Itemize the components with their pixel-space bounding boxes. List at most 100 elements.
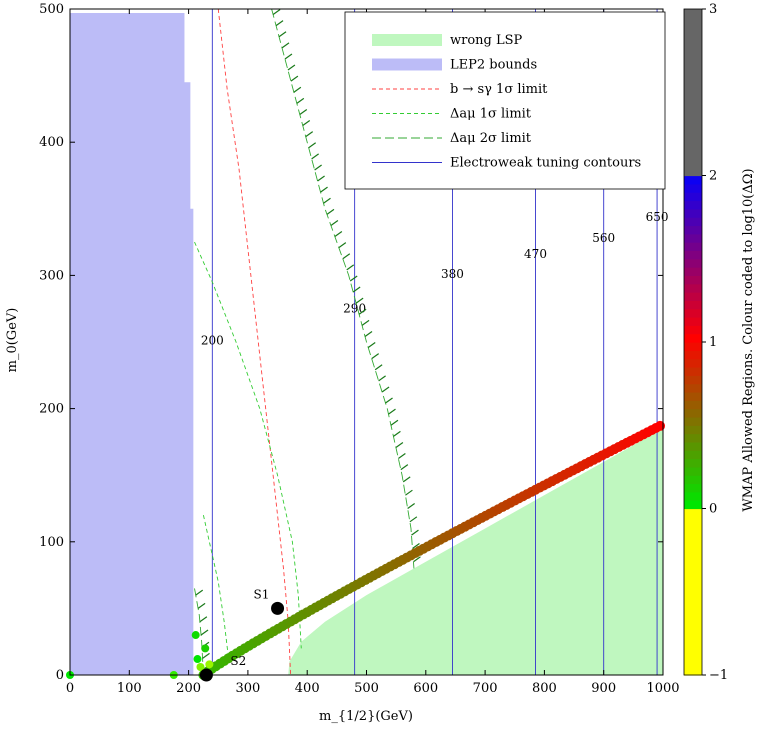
colorbar-tick-label: 1 xyxy=(709,335,717,350)
amu-2sigma-hatch xyxy=(381,386,390,393)
colorbar-segment xyxy=(684,83,702,93)
tuning-label-380: 380 xyxy=(441,267,464,281)
plot-area: 200 290 380 470 560 650 S1 S2 0 100 200 300 400 500 60… xyxy=(39,2,679,696)
colorbar-segment xyxy=(684,483,702,493)
amu-2sigma-hatch xyxy=(407,503,415,509)
amu-2sigma-hatch xyxy=(284,53,293,60)
colorbar-segment xyxy=(684,283,702,293)
x-axis-label: m_{1/2}(GeV) xyxy=(319,709,413,724)
colorbar-segment xyxy=(684,342,702,351)
colorbar-segment xyxy=(684,158,702,168)
tuning-label-560: 560 xyxy=(592,231,615,245)
amu-2sigma-hatch xyxy=(346,264,355,271)
benchmark-point-S1 xyxy=(271,601,285,615)
amu-2sigma-hatch xyxy=(195,589,204,596)
amu-2sigma-hatch xyxy=(296,97,305,104)
colorbar-segment xyxy=(684,25,702,35)
x-tick-label: 600 xyxy=(413,681,438,696)
wmap-point xyxy=(196,663,205,672)
wmap-point xyxy=(655,420,666,431)
y-tick-label: 0 xyxy=(56,668,64,683)
amu-2sigma-hatch xyxy=(402,476,411,483)
colorbar-segment xyxy=(684,358,702,368)
amu-2sigma-hatch xyxy=(367,342,376,349)
colorbar-segment xyxy=(684,317,702,326)
colorbar-segment xyxy=(684,533,702,543)
legend-label-3: Δaμ 1σ limit xyxy=(450,107,532,122)
amu-2sigma-hatch xyxy=(342,253,351,260)
colorbar-segment xyxy=(684,258,702,268)
colorbar-segment xyxy=(684,541,702,551)
x-tick-label: 500 xyxy=(354,681,379,696)
tuning-label-470: 470 xyxy=(524,247,547,261)
colorbar-segment xyxy=(684,583,702,593)
colorbar-segment xyxy=(684,525,702,535)
benchmark-label-S1: S1 xyxy=(254,587,270,601)
amu-2sigma-hatch xyxy=(395,441,404,448)
colorbar-segment xyxy=(684,292,702,301)
colorbar-segment xyxy=(684,175,702,185)
colorbar-label: WMAP Allowed Regions. Colour coded to lo… xyxy=(741,168,756,511)
colorbar-segment xyxy=(684,458,702,468)
colorbar-segment xyxy=(684,183,702,193)
colorbar-segment xyxy=(684,275,702,285)
colorbar-segment xyxy=(684,208,702,218)
legend-swatch-0 xyxy=(372,34,442,46)
colorbar-segment xyxy=(684,250,702,260)
colorbar-tick-label: −1 xyxy=(709,668,728,683)
amu-2sigma-hatch xyxy=(275,20,284,27)
amu-2sigma-hatch xyxy=(398,453,406,460)
amu-2sigma-hatch xyxy=(299,108,308,115)
amu-2sigma-hatch xyxy=(371,353,380,360)
colorbar-segment xyxy=(684,350,702,360)
colorbar-segment xyxy=(684,117,702,127)
colorbar-segment xyxy=(684,225,702,235)
x-tick-label: 0 xyxy=(66,681,74,696)
amu-2sigma-hatch xyxy=(412,542,420,549)
colorbar-segment xyxy=(684,75,702,85)
amu-2sigma-hatch xyxy=(388,408,396,415)
colorbar-segment xyxy=(684,566,702,576)
colorbar-segment xyxy=(684,125,702,135)
amu-2sigma-hatch xyxy=(385,397,393,404)
amu-2sigma-upper-line xyxy=(271,8,415,569)
tuning-label-200: 200 xyxy=(201,334,224,348)
y-tick-label: 500 xyxy=(39,2,64,17)
wmap-point xyxy=(191,631,200,640)
tuning-label-650: 650 xyxy=(646,210,669,224)
x-tick-label: 1000 xyxy=(646,681,679,696)
legend-label-0: wrong LSP xyxy=(450,33,523,48)
x-tick-label: 100 xyxy=(117,681,142,696)
amu-2sigma-hatch xyxy=(278,31,287,38)
amu-2sigma-hatch xyxy=(308,142,317,149)
amu-2sigma-hatch xyxy=(293,86,302,93)
amu-2sigma-hatch xyxy=(272,9,281,16)
y-axis-label: m_0(GeV) xyxy=(5,308,20,373)
amu-1sigma-upper-line xyxy=(194,241,302,649)
amu-2sigma-hatch xyxy=(361,319,370,326)
colorbar-segment xyxy=(684,633,702,643)
amu-2sigma-hatch xyxy=(281,42,290,49)
colorbar-segment xyxy=(684,641,702,651)
amu-2sigma-hatch xyxy=(374,364,383,371)
amu-2sigma-hatch xyxy=(352,286,361,293)
colorbar-segment xyxy=(684,142,702,152)
wmap-point xyxy=(193,655,202,664)
colorbar-segment xyxy=(684,100,702,110)
legend: wrong LSP LEP2 bounds b → sγ 1σ limit Δaμ 1… xyxy=(344,11,666,190)
colorbar-tick-label: 3 xyxy=(709,2,717,17)
colorbar-segment xyxy=(684,192,702,202)
amu-2sigma-hatch xyxy=(323,197,331,204)
colorbar-segment xyxy=(684,408,702,418)
colorbar-segment xyxy=(684,491,702,501)
colorbar-segment xyxy=(684,575,702,585)
amu-2sigma-hatch xyxy=(405,489,413,496)
colorbar-segment xyxy=(684,616,702,626)
colorbar-segment xyxy=(684,9,702,18)
colorbar-segment xyxy=(684,217,702,227)
x-tick-label: 400 xyxy=(295,681,320,696)
lep2-region xyxy=(70,12,194,676)
x-tick-label: 200 xyxy=(176,681,201,696)
y-tick-label: 100 xyxy=(39,535,64,550)
